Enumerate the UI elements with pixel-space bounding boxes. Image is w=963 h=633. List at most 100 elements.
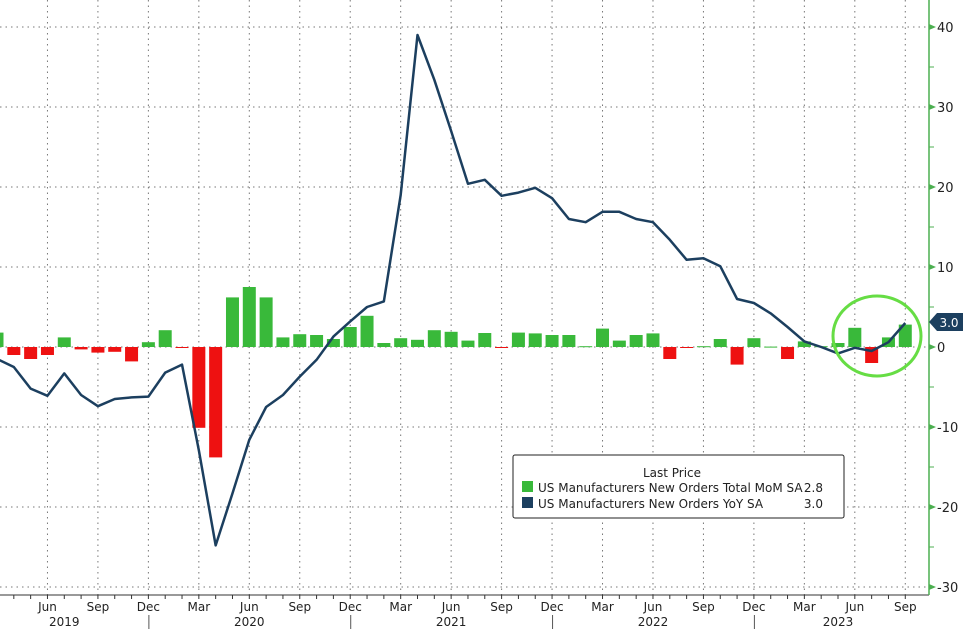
legend-value-yoy: 3.0: [804, 497, 823, 511]
bar: [192, 347, 205, 428]
bar: [714, 339, 727, 347]
y-tick-label: 10: [937, 261, 954, 276]
bar: [75, 347, 88, 349]
y-tick-arrow: [929, 344, 936, 350]
y-tick-arrow: [929, 504, 936, 510]
year-label: 2023: [823, 615, 854, 629]
y-tick-label: 40: [937, 21, 954, 36]
x-tick-label: Jun: [239, 600, 259, 614]
x-tick-label: Jun: [37, 600, 57, 614]
bar: [731, 347, 744, 365]
x-tick-label: Jun: [441, 600, 461, 614]
bar: [310, 335, 323, 347]
year-label: 2022: [638, 615, 669, 629]
y-tick-arrow: [929, 184, 936, 190]
bar-series: [0, 287, 912, 457]
bar: [243, 287, 256, 347]
bar: [512, 333, 525, 347]
year-label: 2021: [436, 615, 467, 629]
legend-value-mom: 2.8: [804, 481, 823, 495]
x-tick-label: Dec: [742, 600, 765, 614]
bar: [697, 346, 710, 347]
bar: [159, 330, 172, 347]
bar: [848, 328, 861, 347]
legend-swatch-mom: [522, 481, 533, 492]
y-tick-arrow: [929, 584, 936, 590]
bar: [125, 347, 138, 361]
x-tick-label: Jun: [643, 600, 663, 614]
x-tick-label: Mar: [188, 600, 211, 614]
x-tick-label: Sep: [288, 600, 311, 614]
x-tick-label: Mar: [389, 600, 412, 614]
bar: [764, 347, 777, 348]
bar: [361, 316, 374, 347]
bar: [7, 347, 20, 355]
bar: [495, 347, 508, 348]
bar: [646, 333, 659, 347]
bar: [478, 333, 491, 347]
bar: [663, 347, 676, 359]
x-tick-label: Dec: [540, 600, 563, 614]
x-tick-label: Sep: [894, 600, 917, 614]
x-tick-label: Sep: [490, 600, 513, 614]
y-tick-arrow: [929, 24, 936, 30]
x-tick-label: Mar: [591, 600, 614, 614]
x-tick-label: Sep: [692, 600, 715, 614]
bar: [377, 343, 390, 347]
y-tick-label: -10: [937, 421, 958, 436]
y-tick-label: 30: [937, 101, 954, 116]
bar: [108, 347, 121, 352]
legend-label-yoy: US Manufacturers New Orders YoY SA: [538, 497, 764, 511]
y-tick-arrow: [929, 104, 936, 110]
bar: [461, 341, 474, 347]
bar: [41, 347, 54, 355]
bar: [142, 342, 155, 347]
y-tick-arrow: [929, 264, 936, 270]
bar: [630, 335, 643, 347]
bar: [747, 338, 760, 347]
legend-title: Last Price: [643, 466, 701, 480]
bar: [209, 347, 222, 457]
bar: [344, 327, 357, 347]
bar: [58, 337, 71, 347]
last-value-badge-text: 3.0: [939, 316, 958, 330]
x-tick-label: Dec: [339, 600, 362, 614]
bar: [546, 335, 559, 347]
year-label: 2019: [49, 615, 80, 629]
bar: [579, 346, 592, 347]
bar: [613, 341, 626, 347]
bar: [226, 297, 239, 347]
x-tick-label: Sep: [87, 600, 110, 614]
bar: [260, 297, 273, 347]
x-tick-label: Jun: [844, 600, 864, 614]
legend-swatch-yoy: [522, 497, 533, 508]
x-tick-label: Dec: [137, 600, 160, 614]
bar: [596, 329, 609, 347]
legend-label-mom: US Manufacturers New Orders Total MoM SA: [538, 481, 803, 495]
bar: [394, 338, 407, 347]
y-tick-label: -30: [937, 581, 958, 596]
bar: [411, 340, 424, 347]
last-value-badge: 3.0: [929, 313, 963, 331]
bar: [176, 347, 189, 348]
y-tick-label: 20: [937, 181, 954, 196]
bar: [680, 347, 693, 348]
bar: [562, 335, 575, 347]
x-tick-label: Mar: [793, 600, 816, 614]
bar: [445, 332, 458, 347]
bar: [428, 330, 441, 347]
bar: [91, 347, 104, 353]
bar: [0, 333, 4, 347]
legend: Last Price US Manufacturers New Orders T…: [513, 455, 844, 518]
bar: [293, 334, 306, 347]
bar: [529, 333, 542, 347]
y-tick-label: 0: [937, 341, 945, 356]
bar: [781, 347, 794, 359]
y-tick-label: -20: [937, 501, 958, 516]
bar: [276, 337, 289, 347]
year-label: 2020: [234, 615, 265, 629]
y-tick-arrow: [929, 424, 936, 430]
bar: [24, 347, 37, 359]
